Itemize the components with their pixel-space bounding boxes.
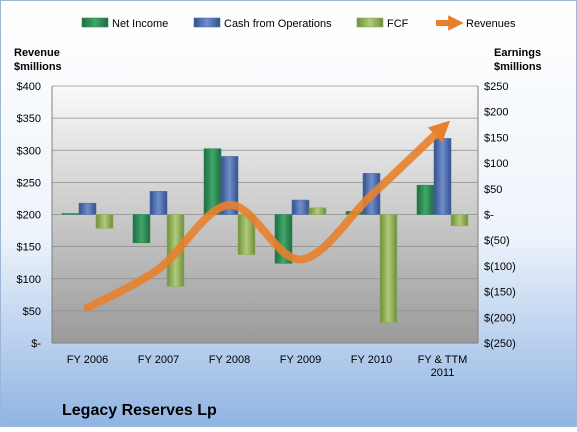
left-tick-label: $- <box>31 338 41 350</box>
bar-cash-from-operations <box>434 138 451 214</box>
bar-fcf <box>96 215 113 229</box>
axis-title-line: Earnings <box>494 47 541 59</box>
bar-fcf <box>451 215 468 226</box>
legend-swatch-cash-from-operations <box>194 18 220 27</box>
right-tick-label: $(100) <box>484 261 516 273</box>
legend-label-fcf: FCF <box>387 18 409 30</box>
left-tick-label: $100 <box>17 274 41 286</box>
right-tick-label: $150 <box>484 132 508 144</box>
right-tick-label: $(250) <box>484 338 516 350</box>
right-tick-label: $50 <box>484 184 502 196</box>
left-tick-label: $350 <box>17 113 41 125</box>
legend-swatch-net-income <box>82 18 108 27</box>
axis-title-line: $millions <box>14 61 62 73</box>
bar-net-income <box>133 215 150 243</box>
bar-cash-from-operations <box>150 191 167 214</box>
right-tick-label: $- <box>484 210 494 222</box>
right-tick-label: $(50) <box>484 235 510 247</box>
category-label: FY 2007 <box>138 354 179 366</box>
right-tick-label: $(200) <box>484 312 516 324</box>
left-tick-label: $200 <box>17 210 41 222</box>
left-tick-label: $50 <box>23 306 41 318</box>
chart-title: Legacy Reserves Lp <box>62 402 217 419</box>
left-tick-label: $300 <box>17 145 41 157</box>
bar-fcf <box>380 215 397 323</box>
bar-fcf <box>309 208 326 215</box>
legend-swatch-fcf <box>357 18 383 27</box>
bar-net-income <box>62 213 79 214</box>
legend-label-revenues: Revenues <box>466 18 516 30</box>
right-tick-label: $100 <box>484 158 508 170</box>
legend-label-net-income: Net Income <box>112 18 168 30</box>
right-tick-label: $250 <box>484 81 508 93</box>
category-label: FY 2009 <box>280 354 321 366</box>
bar-net-income <box>417 185 434 214</box>
bar-cash-from-operations <box>79 203 96 214</box>
left-tick-label: $150 <box>17 242 41 254</box>
right-tick-label: $(150) <box>484 287 516 299</box>
left-tick-label: $400 <box>17 81 41 93</box>
right-tick-label: $200 <box>484 107 508 119</box>
category-label: FY 2008 <box>209 354 250 366</box>
category-label: FY 2010 <box>351 354 392 366</box>
category-label: FY 2006 <box>67 354 108 366</box>
legend-label-cash-from-operations: Cash from Operations <box>224 18 332 30</box>
axis-title-line: Revenue <box>14 47 60 59</box>
axis-title-line: $millions <box>494 61 542 73</box>
bar-cash-from-operations <box>292 200 309 214</box>
left-tick-label: $250 <box>17 177 41 189</box>
